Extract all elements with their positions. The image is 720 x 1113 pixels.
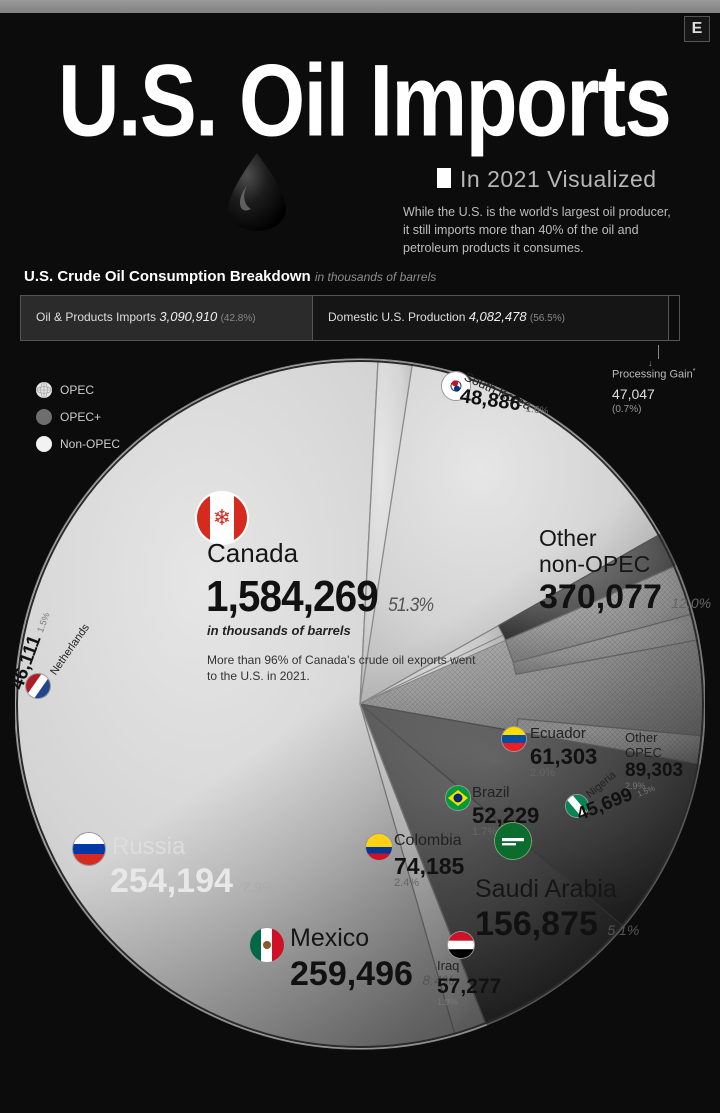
svg-text:❄: ❄ (213, 505, 231, 530)
